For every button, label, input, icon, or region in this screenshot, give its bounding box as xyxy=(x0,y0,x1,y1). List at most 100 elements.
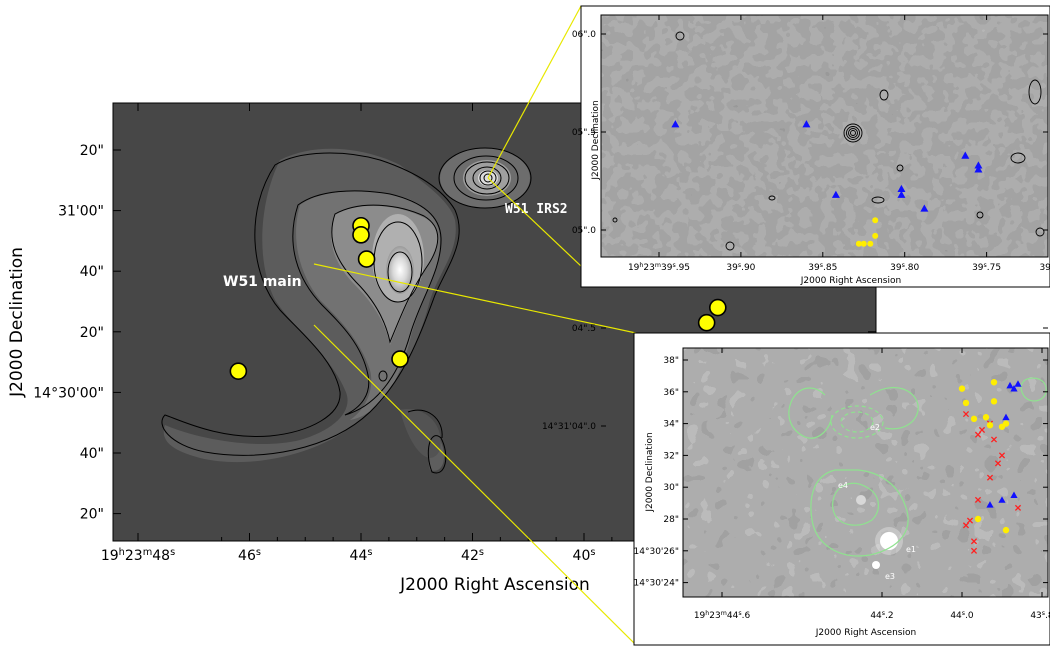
annotation-e1: e1 xyxy=(906,545,916,554)
inset-main-xtick-label: 44s.0 xyxy=(950,610,974,622)
yellow-dot-marker xyxy=(872,232,879,239)
main-map-ylabel: J2000 Declination xyxy=(7,247,27,398)
red-cross-marker xyxy=(990,436,998,443)
blue-triangle-marker xyxy=(1010,491,1018,499)
annotation-e3: e3 xyxy=(885,572,895,581)
blue-triangle-marker xyxy=(920,204,929,212)
blue-triangle-marker xyxy=(1006,381,1014,389)
source-marker xyxy=(391,350,409,368)
yellow-dot-marker xyxy=(855,240,862,247)
yellow-dot-marker xyxy=(1002,420,1010,427)
blue-triangle-marker xyxy=(986,501,994,508)
red-cross-marker xyxy=(994,460,1002,467)
blue-triangle-marker xyxy=(802,120,811,128)
source-marker xyxy=(352,226,370,244)
inset-main-ticks xyxy=(683,348,1048,597)
inset-irs2-ticks xyxy=(601,15,1048,427)
yellow-dot-marker xyxy=(970,415,978,423)
yellow-dot-marker xyxy=(860,240,867,247)
blue-triangle-marker xyxy=(998,496,1006,503)
inset-irs2-background xyxy=(601,15,1048,257)
yellow-dot-marker xyxy=(867,240,874,247)
red-cross-marker xyxy=(962,522,970,529)
main-ytick-label: 20" xyxy=(80,325,104,341)
source-marker xyxy=(357,250,376,268)
yellow-dot-marker xyxy=(974,515,982,523)
red-cross-marker xyxy=(998,452,1006,459)
main-map-contours xyxy=(161,147,532,474)
main-ytick-label: 40" xyxy=(80,446,104,462)
inset-irs2-contours xyxy=(612,31,1045,251)
main-xtick-label: 19h23m48s xyxy=(101,547,175,565)
source-marker xyxy=(229,362,248,380)
inset-irs2-ytick-label: 14°31'04".0 xyxy=(542,422,596,432)
inset-main-xtick-label: 44s.2 xyxy=(870,610,893,622)
blue-triangle-marker xyxy=(974,161,983,169)
annotation-e4: e4 xyxy=(838,481,848,490)
inset-irs2-xtick-label: 39s.80 xyxy=(890,262,919,274)
main-ytick-label: 31'00" xyxy=(58,204,104,220)
inset-irs2: 19h23m39s.95 39s.90 39s.85 39s.80 39s.75 39s.… xyxy=(542,5,1050,432)
inset-main-ytick-label: 30" xyxy=(663,483,679,493)
inset-main-contours xyxy=(788,377,1047,557)
annotation-w51-irs2: W51 IRS2 xyxy=(505,202,568,217)
inset-irs2-xtick-label: 39s.70 xyxy=(1039,262,1050,274)
red-cross-marker xyxy=(970,547,978,554)
inset-main-xlabel: J2000 Right Ascension xyxy=(815,628,916,638)
inset-irs2-ytick-label: 06".0 xyxy=(572,30,596,40)
main-ytick-label: 20" xyxy=(80,507,104,523)
inset-main-ytick-label: 38" xyxy=(663,356,679,366)
inset-irs2-ytick-label: 05".0 xyxy=(572,226,596,236)
inset-irs2-xtick-label: 39s.85 xyxy=(808,262,837,274)
red-cross-marker xyxy=(970,538,978,545)
yellow-dot-marker xyxy=(986,421,994,429)
inset-irs2-xlabel: J2000 Right Ascension xyxy=(800,276,901,286)
inset-main-emission xyxy=(856,495,903,569)
inset-main-ytick-label: 36" xyxy=(663,388,679,398)
inset-main-ytick-label: 14°30'26" xyxy=(634,547,679,557)
inset-irs2-ytick-label: 04".5 xyxy=(572,324,596,334)
red-cross-marker xyxy=(978,426,986,434)
red-cross-marker xyxy=(962,411,970,418)
red-cross-marker xyxy=(986,474,994,481)
yellow-dot-marker xyxy=(990,398,998,405)
connector-lines xyxy=(313,5,637,646)
inset-main: 19h23m44s.644s.244s.043s.843s.643s.443s.… xyxy=(633,332,1050,646)
source-marker xyxy=(697,313,716,332)
yellow-dot-marker xyxy=(1002,526,1010,534)
blue-triangle-marker xyxy=(961,151,970,159)
blue-triangle-marker xyxy=(1002,413,1010,421)
annotation-e2: e2 xyxy=(870,423,880,432)
annotation-w51-main: W51 main xyxy=(223,274,302,290)
main-map-xlabel: J2000 Right Ascension xyxy=(399,575,590,595)
blue-triangle-marker xyxy=(1010,385,1018,392)
main-ytick-label: 40" xyxy=(80,264,104,280)
yellow-dot-marker xyxy=(962,399,970,407)
inset-main-xtick-label: 43s.8 xyxy=(1030,610,1050,622)
blue-triangle-marker xyxy=(671,120,680,128)
main-xtick-label: 40s xyxy=(573,547,596,565)
inset-irs2-xtick-label: 39s.75 xyxy=(972,262,1001,274)
red-cross-marker xyxy=(974,431,982,438)
inset-irs2-xtick-label: 19h23m39s.95 xyxy=(628,262,690,274)
main-ytick-label: 14°30'00" xyxy=(33,385,104,401)
blue-triangle-marker xyxy=(1014,380,1022,387)
blue-triangle-marker xyxy=(831,190,840,198)
main-ytick-label: 20" xyxy=(80,143,104,159)
blue-triangle-marker xyxy=(897,184,906,193)
main-xtick-label: 46s xyxy=(238,547,261,565)
inset-irs2-ytick-label: 05".5 xyxy=(572,128,596,138)
inset-main-ytick-label: 34" xyxy=(663,420,679,430)
yellow-dot-marker xyxy=(982,414,990,421)
inset-irs2-ylabel: J2000 Declination xyxy=(591,100,601,180)
blue-triangle-marker xyxy=(897,190,906,198)
yellow-dot-marker xyxy=(872,217,879,224)
main-xtick-label: 44s xyxy=(350,547,373,565)
yellow-dot-marker xyxy=(958,385,966,392)
main-map-frame xyxy=(112,102,877,542)
main-xtick-label: 42s xyxy=(461,547,484,565)
inset-main-ytick-label: 28" xyxy=(663,515,679,525)
red-cross-marker xyxy=(966,517,974,524)
source-marker xyxy=(708,298,727,317)
